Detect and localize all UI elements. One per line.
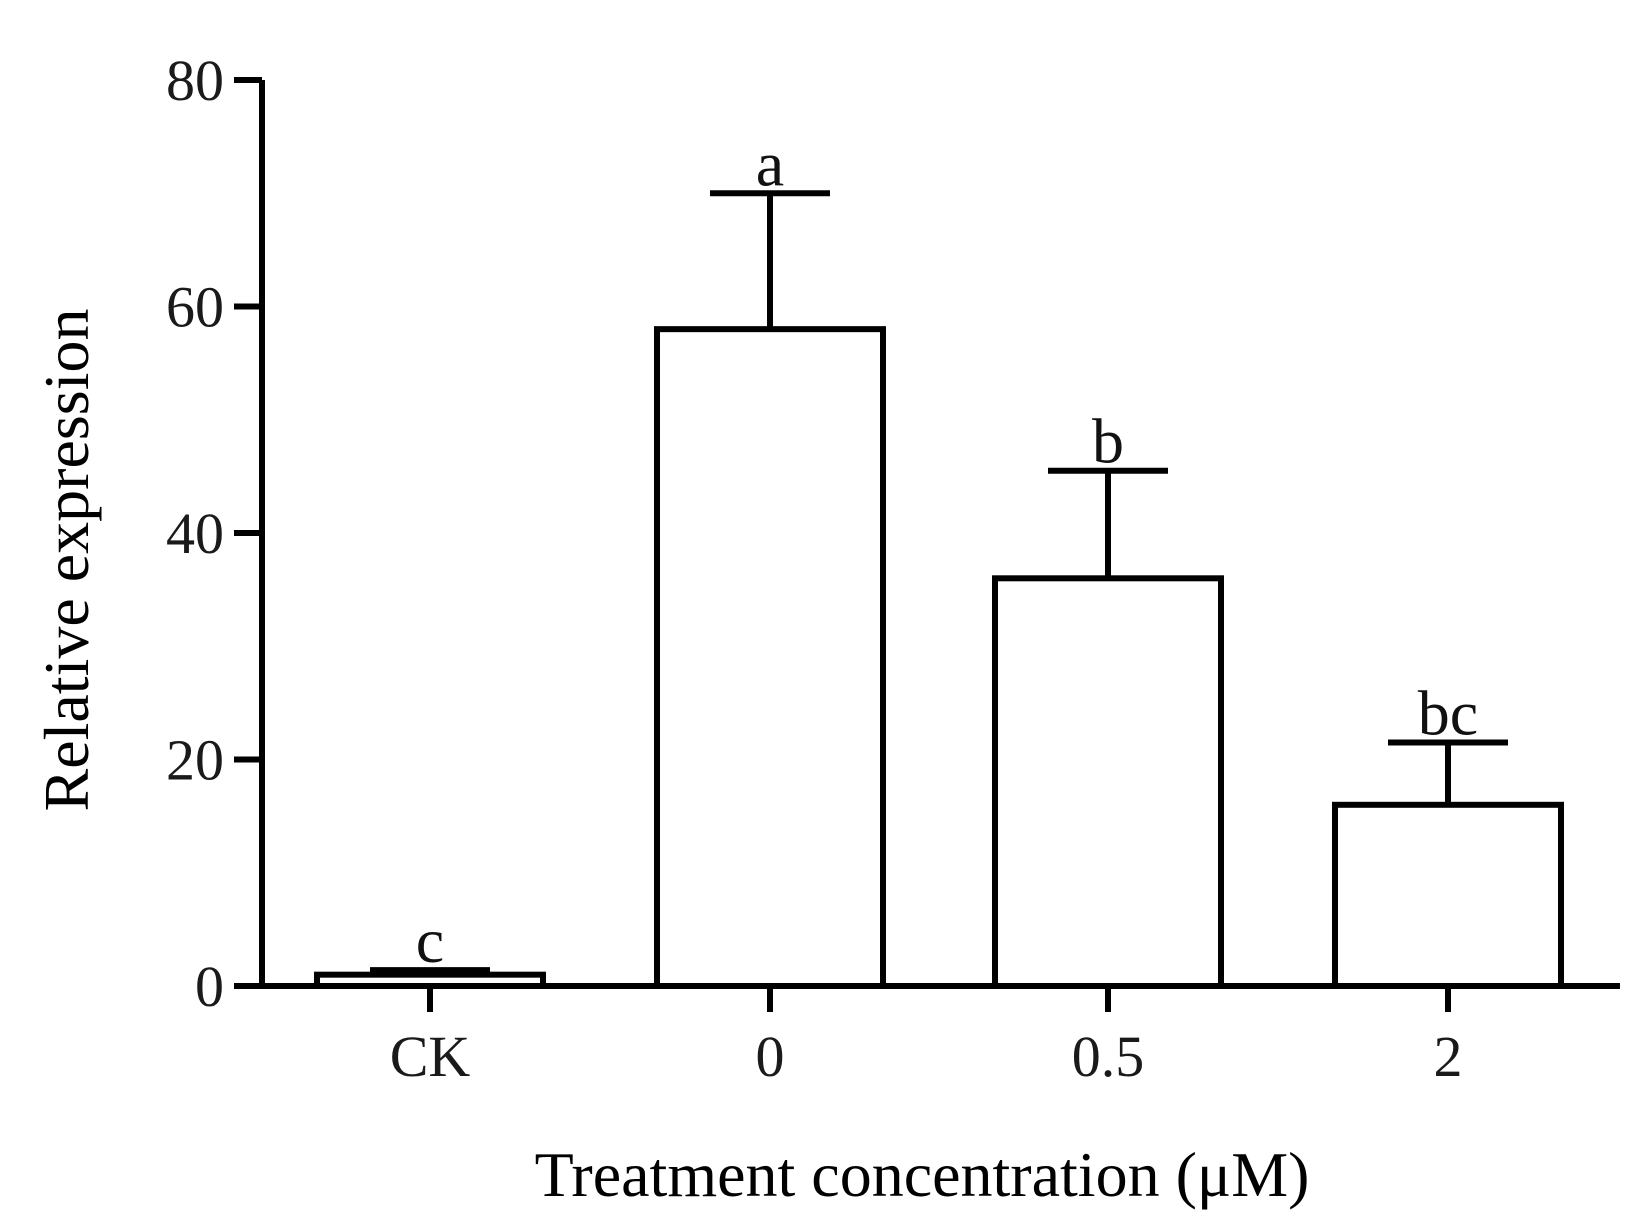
bar xyxy=(654,326,886,989)
x-ticks-layer: CK 0 0.5 2 xyxy=(390,986,1463,1089)
significance-label: b xyxy=(1092,406,1124,477)
y-tick-label: 60 xyxy=(166,275,224,340)
x-axis-title: Treatment concentration (μM) xyxy=(535,1139,1310,1210)
y-tick-label: 40 xyxy=(166,501,224,566)
significance-label: a xyxy=(756,128,784,199)
error-bars-layer xyxy=(370,190,1508,975)
bar xyxy=(992,575,1224,989)
significance-labels-layer: c a b bc xyxy=(416,128,1478,976)
significance-label: bc xyxy=(1418,678,1478,749)
y-tick-label: 0 xyxy=(195,954,224,1019)
x-tick-label: 0.5 xyxy=(1072,1024,1145,1089)
bar xyxy=(1332,801,1564,989)
y-axis-title: Relative expression xyxy=(31,309,102,812)
x-tick-label: 0 xyxy=(756,1024,785,1089)
significance-label: c xyxy=(416,905,444,976)
y-tick-label: 20 xyxy=(166,728,224,793)
x-tick-label: CK xyxy=(390,1024,471,1089)
y-tick-label: 80 xyxy=(166,48,224,113)
x-tick-label: 2 xyxy=(1434,1024,1463,1089)
bars-layer xyxy=(314,326,1564,989)
y-ticks-layer: 0 20 40 60 80 xyxy=(166,48,262,1019)
